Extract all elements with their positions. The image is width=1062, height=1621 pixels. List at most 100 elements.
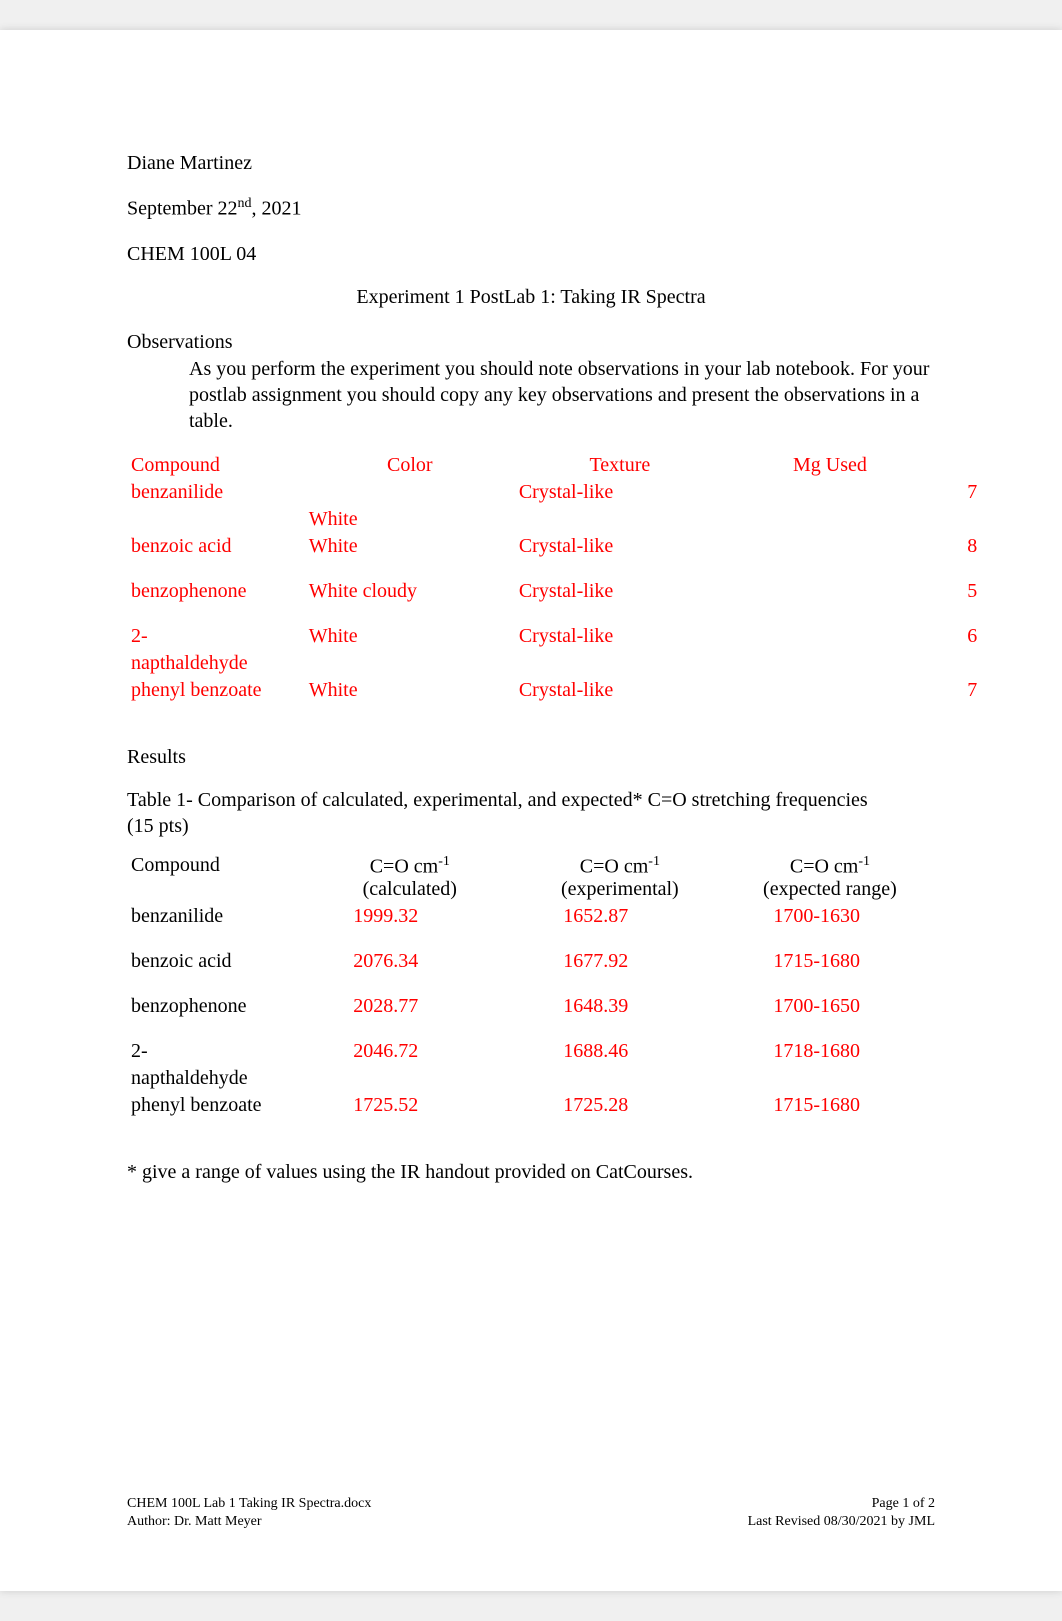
col-calculated: C=O cm-1 (calculated) xyxy=(305,852,515,904)
cell-compound: phenyl benzoate xyxy=(127,677,305,704)
cell-empty xyxy=(725,1065,935,1092)
table-row: White xyxy=(127,506,935,533)
cell-texture: Crystal-like xyxy=(515,578,725,605)
cell-mg: 7 xyxy=(725,479,935,506)
table-row: benzanilide 1999.32 1652.87 1700-1630 xyxy=(127,903,935,930)
results-heading: Results xyxy=(127,746,935,769)
cell-empty xyxy=(515,506,725,533)
col-calc-sub: (calculated) xyxy=(363,878,457,900)
col-range-sup: -1 xyxy=(858,854,870,869)
cell-range: 1700-1650 xyxy=(725,993,935,1020)
table-row: benzoic acid 2076.34 1677.92 1715-1680 xyxy=(127,948,935,975)
row-spacer xyxy=(127,930,935,948)
cell-range: 1700-1630 xyxy=(725,903,935,930)
table-points: (15 pts) xyxy=(127,815,935,838)
cell-empty xyxy=(305,650,515,677)
cell-empty xyxy=(725,506,935,533)
cell-compound: benzoic acid xyxy=(127,533,305,560)
table-header-row: Compound C=O cm-1 (calculated) C=O cm-1 … xyxy=(127,852,935,904)
course-code: CHEM 100L 04 xyxy=(127,241,935,268)
cell-empty xyxy=(725,650,935,677)
col-exp-sup: -1 xyxy=(648,854,660,869)
cell-mg: 7 xyxy=(725,677,935,704)
cell-color: White cloudy xyxy=(305,578,515,605)
cell-calc: 2028.77 xyxy=(305,993,515,1020)
cell-texture: Crystal-like xyxy=(515,623,725,650)
cell-exp: 1725.28 xyxy=(515,1092,725,1119)
col-exp-sub: (experimental) xyxy=(561,878,679,900)
date-year: , 2021 xyxy=(252,198,302,220)
document-page: Diane Martinez September 22nd, 2021 CHEM… xyxy=(0,30,1062,1591)
cell-compound: benzanilide xyxy=(127,903,305,930)
cell-texture: Crystal-like xyxy=(515,479,725,506)
cell-calc: 2046.72 xyxy=(305,1038,515,1065)
cell-compound-l1: 2- xyxy=(127,1038,305,1065)
col-exp-label: C=O cm xyxy=(580,855,649,877)
col-calc-sup: -1 xyxy=(438,854,450,869)
row-spacer xyxy=(127,1119,935,1137)
table-row: benzanilide Crystal-like 7 xyxy=(127,479,935,506)
col-experimental: C=O cm-1 (experimental) xyxy=(515,852,725,904)
cell-color: White xyxy=(305,677,515,704)
observations-instructions: As you perform the experiment you should… xyxy=(189,356,935,434)
footer-left: CHEM 100L Lab 1 Taking IR Spectra.docx A… xyxy=(127,1495,371,1531)
row-spacer xyxy=(127,1020,935,1038)
cell-exp: 1652.87 xyxy=(515,903,725,930)
cell-color xyxy=(305,479,515,506)
col-range-sub: (expected range) xyxy=(763,878,897,900)
cell-texture: Crystal-like xyxy=(515,677,725,704)
row-spacer xyxy=(127,975,935,993)
cell-compound: benzoic acid xyxy=(127,948,305,975)
table-row: napthaldehyde xyxy=(127,1065,935,1092)
table-row: benzoic acid White Crystal-like 8 xyxy=(127,533,935,560)
col-compound: Compound xyxy=(127,852,305,904)
cell-compound: benzophenone xyxy=(127,578,305,605)
cell-range: 1715-1680 xyxy=(725,1092,935,1119)
observations-heading: Observations xyxy=(127,331,935,354)
footer-revised: Last Revised 08/30/2021 by JML xyxy=(748,1513,935,1531)
cell-empty xyxy=(515,650,725,677)
cell-mg: 8 xyxy=(725,533,935,560)
table-footnote: * give a range of values using the IR ha… xyxy=(127,1161,935,1184)
experiment-title: Experiment 1 PostLab 1: Taking IR Spectr… xyxy=(127,286,935,309)
footer-right: Page 1 of 2 Last Revised 08/30/2021 by J… xyxy=(748,1495,935,1531)
col-color: Color xyxy=(305,452,515,479)
date-month-day: September 22 xyxy=(127,198,238,220)
footer-page: Page 1 of 2 xyxy=(748,1495,935,1513)
table-row: 2- White Crystal-like 6 xyxy=(127,623,935,650)
table-row: napthaldehyde xyxy=(127,650,935,677)
date-line: September 22nd, 2021 xyxy=(127,195,935,223)
cell-mg: 6 xyxy=(725,623,935,650)
cell-texture: Crystal-like xyxy=(515,533,725,560)
cell-mg: 5 xyxy=(725,578,935,605)
student-name: Diane Martinez xyxy=(127,150,935,177)
col-expected: C=O cm-1 (expected range) xyxy=(725,852,935,904)
page-footer: CHEM 100L Lab 1 Taking IR Spectra.docx A… xyxy=(127,1495,935,1531)
col-texture: Texture xyxy=(515,452,725,479)
cell-compound: benzanilide xyxy=(127,479,305,506)
cell-compound-l2: napthaldehyde xyxy=(127,650,305,677)
cell-empty xyxy=(515,1065,725,1092)
cell-empty xyxy=(127,506,305,533)
footer-author: Author: Dr. Matt Meyer xyxy=(127,1513,371,1531)
cell-compound-l2: napthaldehyde xyxy=(127,1065,305,1092)
table-row: benzophenone White cloudy Crystal-like 5 xyxy=(127,578,935,605)
cell-range: 1715-1680 xyxy=(725,948,935,975)
cell-compound-l1: 2- xyxy=(127,623,305,650)
table-header-row: Compound Color Texture Mg Used xyxy=(127,452,935,479)
footer-filename: CHEM 100L Lab 1 Taking IR Spectra.docx xyxy=(127,1495,371,1513)
cell-calc: 1999.32 xyxy=(305,903,515,930)
cell-empty xyxy=(305,1065,515,1092)
date-suffix: nd xyxy=(238,196,252,211)
observations-table: Compound Color Texture Mg Used benzanili… xyxy=(127,452,935,722)
table-caption: Table 1- Comparison of calculated, exper… xyxy=(127,787,935,813)
row-spacer xyxy=(127,605,935,623)
col-compound: Compound xyxy=(127,452,305,479)
table-row: benzophenone 2028.77 1648.39 1700-1650 xyxy=(127,993,935,1020)
cell-exp: 1648.39 xyxy=(515,993,725,1020)
row-spacer xyxy=(127,704,935,722)
table-row: phenyl benzoate 1725.52 1725.28 1715-168… xyxy=(127,1092,935,1119)
col-range-label: C=O cm xyxy=(790,855,859,877)
cell-color: White xyxy=(305,533,515,560)
cell-color-line2: White xyxy=(305,506,515,533)
